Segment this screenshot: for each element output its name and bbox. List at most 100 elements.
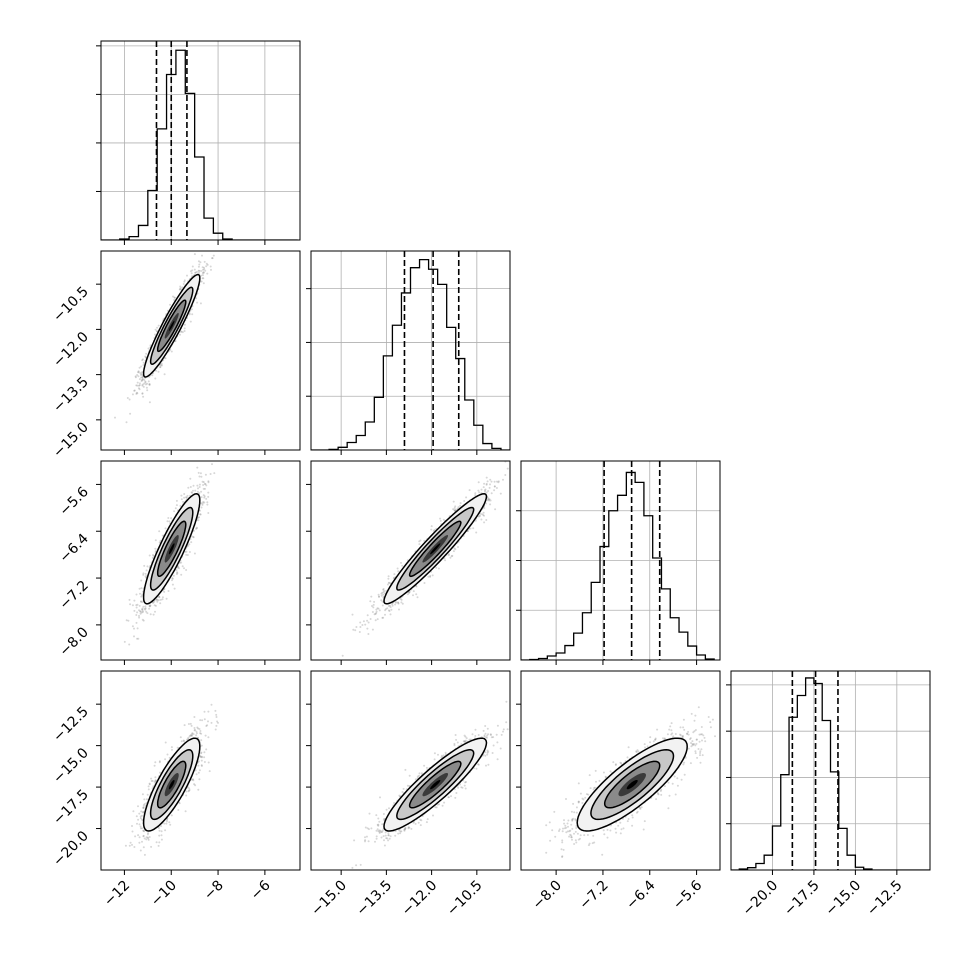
y-tick-label: −17.5 bbox=[50, 787, 92, 829]
hist-bar bbox=[582, 613, 591, 660]
grid bbox=[521, 461, 720, 660]
contour-line bbox=[590, 749, 675, 821]
bars bbox=[101, 49, 298, 240]
plot-area bbox=[124, 703, 219, 856]
hist-bar bbox=[806, 678, 814, 870]
hist-bar bbox=[847, 855, 855, 870]
hist-bar bbox=[661, 589, 670, 660]
hist-bar bbox=[565, 646, 574, 660]
density-level bbox=[430, 780, 441, 790]
hist-bar bbox=[483, 444, 492, 450]
hist-bar bbox=[420, 260, 429, 450]
hist-bar bbox=[688, 646, 697, 660]
contour-line bbox=[156, 760, 187, 809]
hist-bar bbox=[465, 400, 474, 450]
bars bbox=[521, 471, 715, 660]
plot-area bbox=[351, 700, 509, 869]
hist-bar bbox=[644, 516, 653, 660]
panel-frame bbox=[100, 250, 301, 451]
contour-line bbox=[383, 737, 488, 832]
hist-bar bbox=[574, 633, 583, 660]
x-tick-label: −13.5 bbox=[354, 878, 396, 920]
hist-panel-3 bbox=[726, 670, 931, 871]
y-tick-label: −10.5 bbox=[50, 284, 92, 326]
x-tick-label: −15.0 bbox=[308, 878, 350, 920]
contour-line bbox=[142, 737, 201, 832]
panel-frame bbox=[730, 670, 931, 871]
hist-step-line bbox=[101, 49, 298, 240]
pair-panel-3-1 bbox=[306, 670, 511, 875]
hist-bar bbox=[764, 855, 772, 870]
hist-bar bbox=[772, 826, 780, 870]
contour-line bbox=[142, 493, 201, 605]
panel-frame bbox=[100, 40, 301, 241]
hist-bar bbox=[401, 293, 410, 450]
hist-bar bbox=[839, 828, 847, 870]
x-tick-label: −12.0 bbox=[399, 878, 441, 920]
x-tick-label: −6.4 bbox=[623, 877, 658, 912]
panel-frame bbox=[520, 670, 721, 871]
hist-step-line bbox=[311, 258, 510, 450]
pair-panel-3-0 bbox=[96, 670, 301, 875]
contour-line bbox=[396, 506, 475, 591]
pair-panel-2-0 bbox=[96, 460, 301, 665]
y-tick-label: −6.4 bbox=[56, 531, 91, 566]
x-tick-label: −12.5 bbox=[864, 878, 906, 920]
panel-frame bbox=[520, 460, 721, 661]
hist-bar bbox=[383, 356, 392, 450]
x-tick-label: −17.5 bbox=[781, 878, 823, 920]
pair-panel-2-1 bbox=[306, 460, 511, 665]
y-tick-label: −12.5 bbox=[50, 704, 92, 746]
hist-panel-0 bbox=[96, 40, 301, 241]
grid bbox=[731, 671, 930, 870]
x-tick-label: −10.5 bbox=[444, 878, 486, 920]
hist-bar bbox=[138, 225, 147, 240]
hist-step-line bbox=[521, 471, 715, 660]
hist-bar bbox=[618, 495, 627, 660]
y-tick-label: −5.6 bbox=[56, 484, 91, 519]
y-tick-label: −12.0 bbox=[50, 329, 92, 371]
contour-line bbox=[156, 520, 187, 578]
contour-line bbox=[149, 506, 194, 591]
hist-panel-2 bbox=[516, 460, 721, 661]
hist-bar bbox=[176, 50, 185, 240]
x-tick-label: −5.6 bbox=[670, 877, 705, 912]
contour-line bbox=[149, 286, 194, 365]
x-tick-label: −7.2 bbox=[576, 878, 611, 913]
grid bbox=[101, 41, 300, 240]
pair-panel-1-0 bbox=[96, 250, 301, 455]
bars bbox=[311, 258, 510, 450]
plot-area bbox=[114, 253, 215, 424]
x-tick-label: −8.0 bbox=[530, 878, 565, 913]
y-tick-label: −15.0 bbox=[50, 745, 92, 787]
x-tick-label: −15.0 bbox=[823, 878, 865, 920]
hist-bar bbox=[679, 632, 688, 660]
x-tick-label: −20.0 bbox=[740, 878, 782, 920]
contour-line bbox=[576, 737, 688, 832]
density-level bbox=[430, 543, 441, 555]
x-tick-label: −10 bbox=[148, 878, 180, 910]
hist-bar bbox=[157, 129, 166, 240]
panel-frame bbox=[310, 670, 511, 871]
contour-line bbox=[156, 299, 187, 353]
hist-bar bbox=[626, 472, 635, 660]
hist-bar bbox=[365, 422, 374, 450]
y-tick-label: −7.2 bbox=[56, 578, 91, 613]
x-tick-label: −8 bbox=[201, 878, 227, 904]
contour-line bbox=[408, 520, 462, 578]
y-tick-label: −20.0 bbox=[50, 828, 92, 870]
pair-panel-3-2 bbox=[516, 670, 721, 875]
panel-frame bbox=[310, 460, 511, 661]
hist-bar bbox=[374, 397, 383, 450]
plot-area bbox=[341, 461, 509, 657]
hist-bar bbox=[635, 482, 644, 660]
panel-frame bbox=[100, 460, 301, 661]
density-level bbox=[626, 780, 638, 790]
density-level bbox=[168, 780, 175, 790]
y-tick-label: −8.0 bbox=[56, 624, 91, 659]
plot-area bbox=[123, 463, 216, 646]
hist-bar bbox=[474, 425, 483, 450]
contour-line bbox=[396, 749, 475, 821]
hist-bar bbox=[438, 284, 447, 450]
